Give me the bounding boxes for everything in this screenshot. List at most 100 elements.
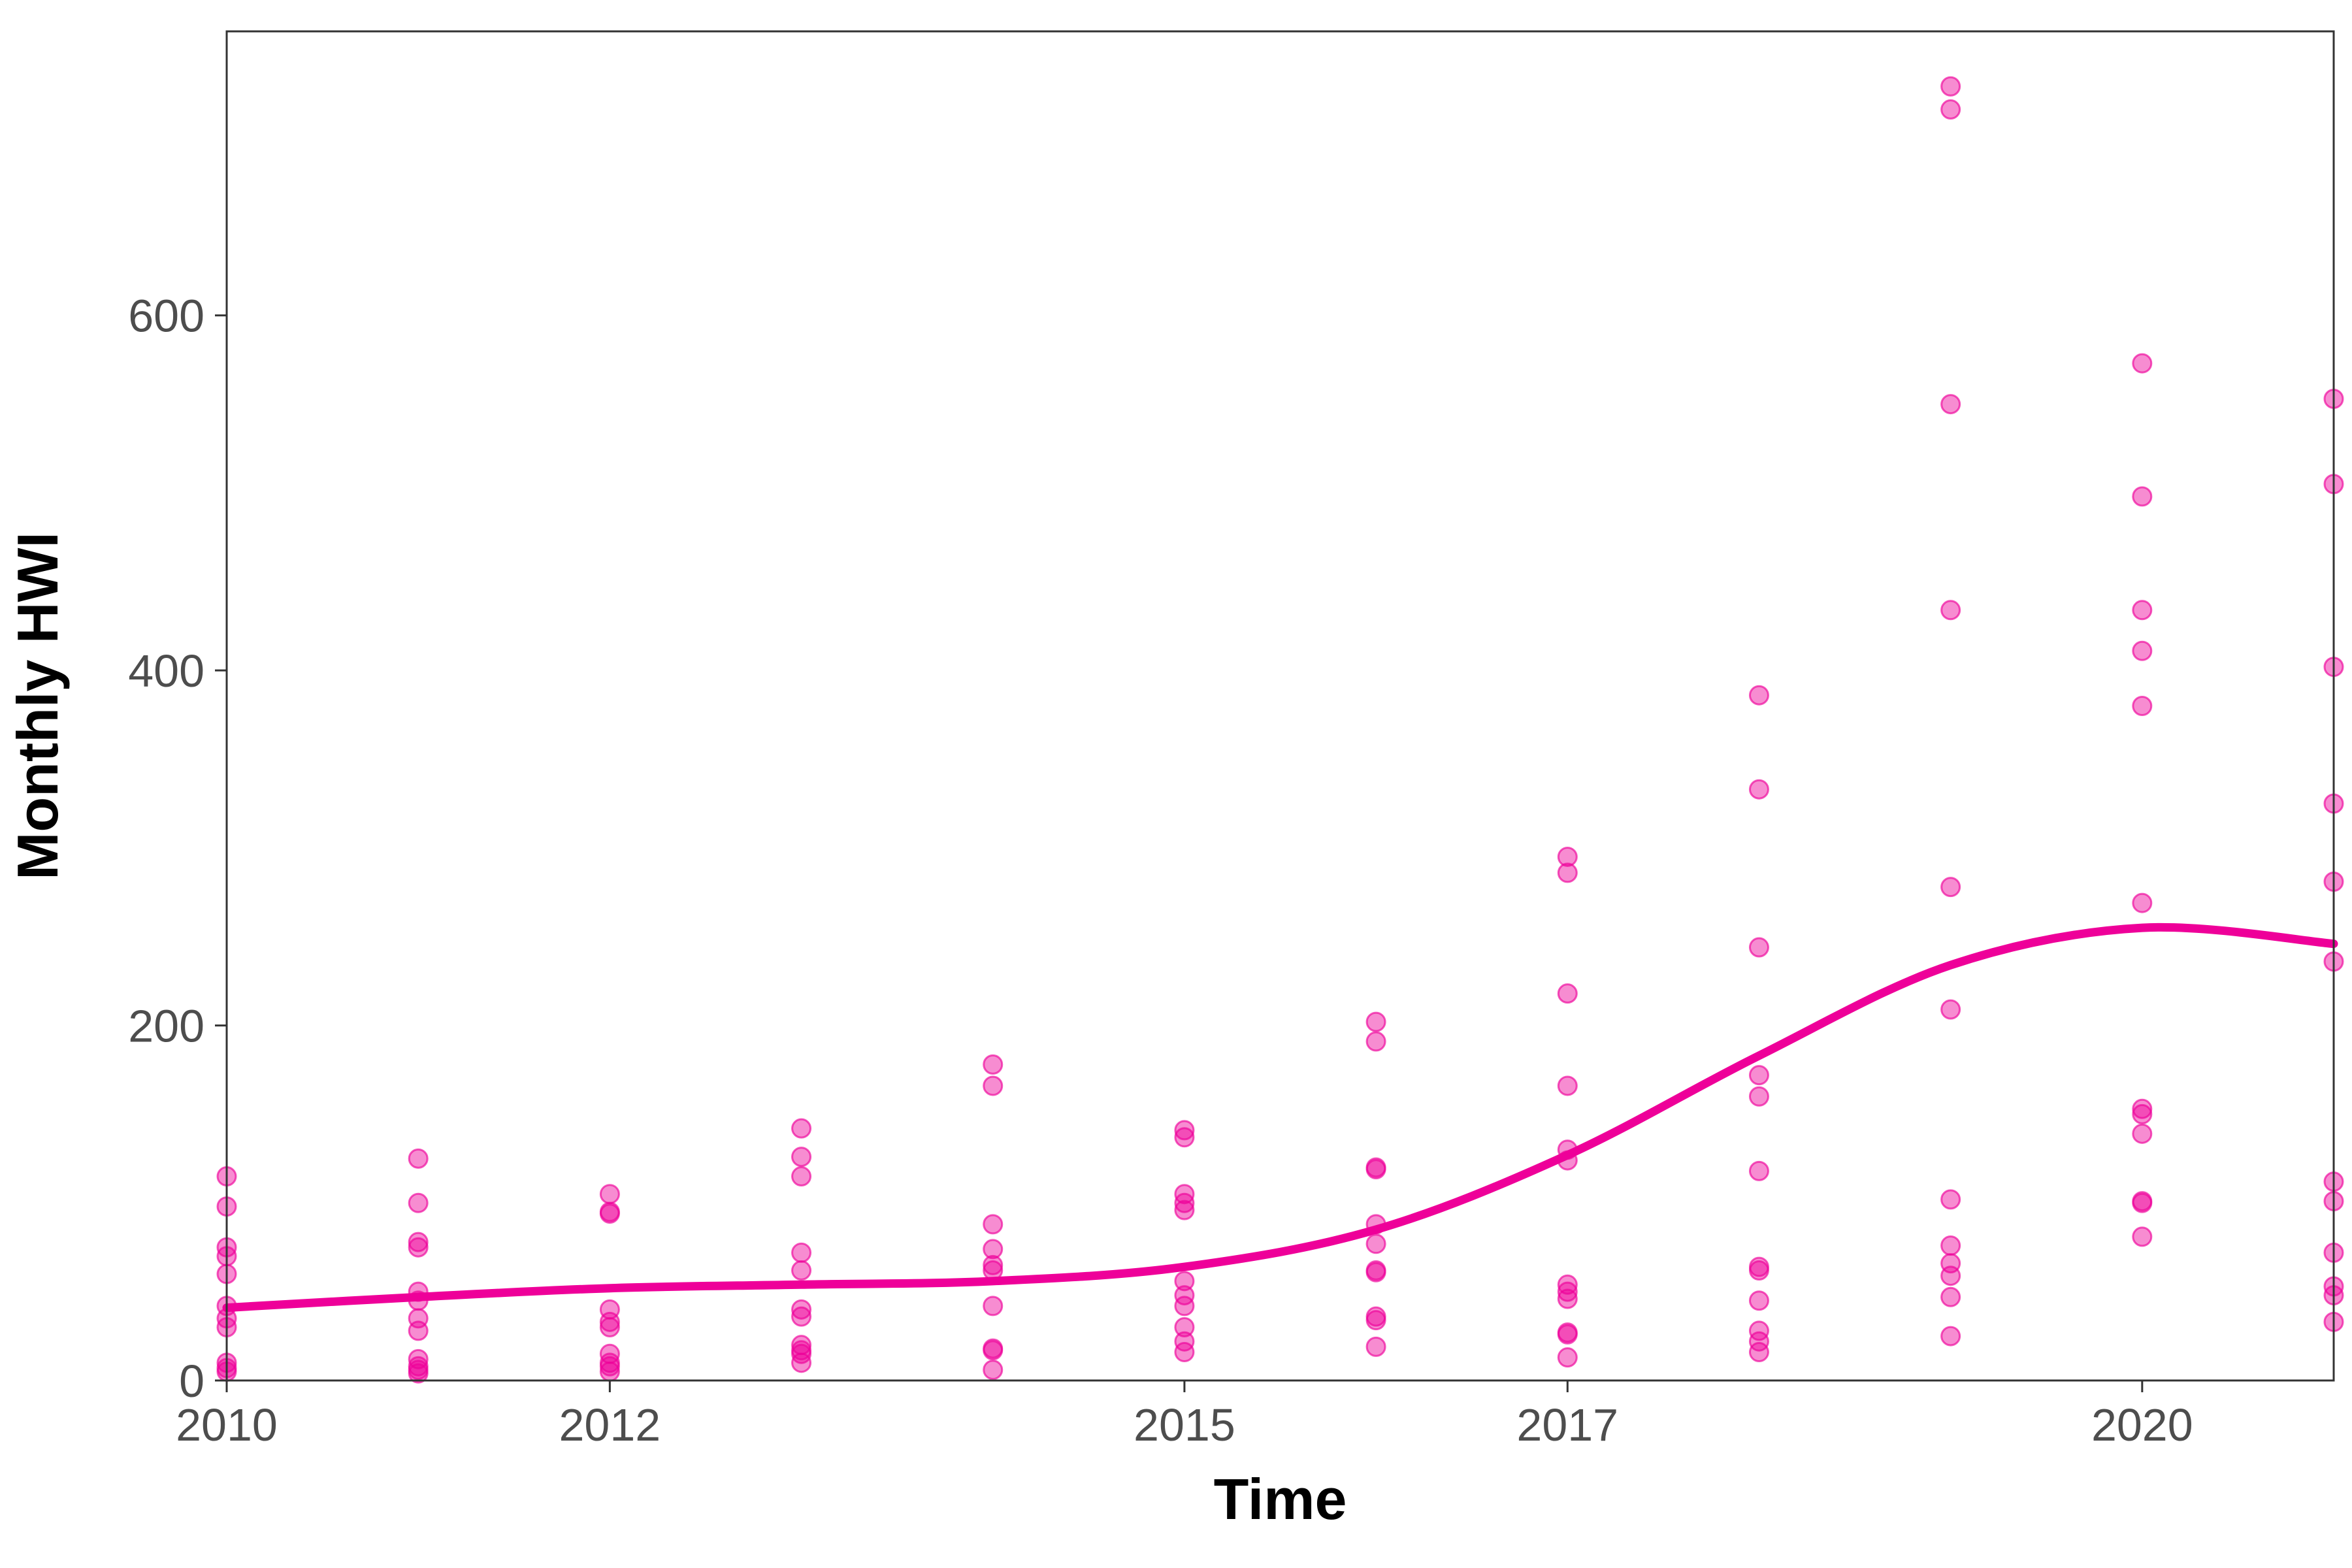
data-point-65 bbox=[1365, 1011, 1386, 1032]
trend-line-layer bbox=[222, 923, 2338, 1313]
data-point-101 bbox=[1940, 99, 1961, 120]
data-point-77 bbox=[1557, 862, 1578, 883]
data-point-13 bbox=[408, 1232, 429, 1252]
data-point-46 bbox=[983, 1214, 1004, 1235]
data-point-61 bbox=[1174, 1296, 1195, 1316]
data-point-52 bbox=[983, 1340, 1004, 1361]
data-point-82 bbox=[1557, 1274, 1578, 1295]
data-point-98 bbox=[1748, 1331, 1769, 1352]
data-point-106 bbox=[1940, 1189, 1961, 1210]
data-point-64 bbox=[1174, 1342, 1195, 1363]
data-point-89 bbox=[1748, 779, 1769, 800]
data-point-110 bbox=[1940, 1286, 1961, 1307]
data-point-78 bbox=[1557, 983, 1578, 1004]
data-point-11 bbox=[408, 1148, 429, 1169]
data-point-120 bbox=[2132, 1123, 2153, 1144]
x-tick-label-2012: 2012 bbox=[559, 1399, 661, 1450]
data-point-22 bbox=[408, 1363, 429, 1384]
smooth-trend-line bbox=[222, 923, 2338, 1313]
data-point-72 bbox=[1365, 1262, 1386, 1282]
data-point-103 bbox=[1940, 600, 1961, 621]
data-point-18 bbox=[408, 1320, 429, 1341]
data-point-25 bbox=[599, 1203, 620, 1224]
x-axis-title: Time bbox=[1214, 1467, 1347, 1531]
x-tick-label-2017: 2017 bbox=[1516, 1399, 1618, 1450]
data-point-96 bbox=[1748, 1290, 1769, 1311]
data-point-34 bbox=[791, 1147, 812, 1168]
data-point-114 bbox=[2132, 600, 2153, 621]
data-point-104 bbox=[1940, 877, 1961, 898]
data-point-90 bbox=[1748, 937, 1769, 958]
data-point-123 bbox=[2132, 1226, 2153, 1247]
data-point-59 bbox=[1174, 1271, 1195, 1292]
data-point-58 bbox=[1174, 1200, 1195, 1220]
data-point-37 bbox=[791, 1260, 812, 1281]
data-point-84 bbox=[1557, 1288, 1578, 1309]
data-point-47 bbox=[983, 1239, 1004, 1260]
data-point-57 bbox=[1174, 1192, 1195, 1213]
data-point-31 bbox=[599, 1356, 620, 1377]
data-point-111 bbox=[1940, 1326, 1961, 1347]
x-tick-label-2020: 2020 bbox=[2091, 1399, 2193, 1450]
data-point-87 bbox=[1557, 1347, 1578, 1368]
data-point-35 bbox=[791, 1166, 812, 1187]
data-point-23 bbox=[599, 1184, 620, 1205]
data-point-76 bbox=[1557, 846, 1578, 867]
data-point-54 bbox=[1174, 1120, 1195, 1141]
y-tick-label-200: 200 bbox=[128, 1001, 204, 1052]
data-point-38 bbox=[791, 1299, 812, 1320]
data-point-14 bbox=[408, 1237, 429, 1258]
data-point-83 bbox=[1557, 1281, 1578, 1302]
data-point-48 bbox=[983, 1254, 1004, 1275]
data-point-50 bbox=[983, 1296, 1004, 1316]
data-point-70 bbox=[1365, 1233, 1386, 1254]
y-tick-label-400: 400 bbox=[128, 645, 204, 696]
y-tick-label-600: 600 bbox=[128, 291, 204, 342]
data-point-112 bbox=[2132, 353, 2153, 374]
data-point-32 bbox=[599, 1361, 620, 1382]
axes-layer: 2010 2012 2015 2017 2020 0 200 400 600 bbox=[128, 291, 2193, 1450]
data-point-43 bbox=[791, 1352, 812, 1373]
data-point-75 bbox=[1365, 1336, 1386, 1357]
data-point-55 bbox=[1174, 1127, 1195, 1148]
data-point-68 bbox=[1365, 1159, 1386, 1180]
points-layer bbox=[216, 76, 2344, 1384]
data-point-119 bbox=[2132, 1103, 2153, 1124]
data-point-53 bbox=[983, 1360, 1004, 1380]
y-axis-title: Monthly HWI bbox=[5, 532, 70, 880]
data-point-63 bbox=[1174, 1331, 1195, 1352]
data-point-113 bbox=[2132, 486, 2153, 507]
data-point-36 bbox=[791, 1242, 812, 1263]
data-point-117 bbox=[2132, 892, 2153, 913]
data-point-93 bbox=[1748, 1160, 1769, 1181]
y-tick-label-0: 0 bbox=[179, 1356, 204, 1407]
data-point-107 bbox=[1940, 1235, 1961, 1256]
data-point-100 bbox=[1940, 76, 1961, 97]
data-point-91 bbox=[1748, 1065, 1769, 1086]
data-point-97 bbox=[1748, 1320, 1769, 1341]
data-point-28 bbox=[599, 1316, 620, 1337]
data-point-44 bbox=[983, 1054, 1004, 1075]
data-point-88 bbox=[1748, 685, 1769, 706]
data-point-99 bbox=[1748, 1342, 1769, 1363]
data-point-45 bbox=[983, 1075, 1004, 1096]
data-point-74 bbox=[1365, 1310, 1386, 1331]
data-point-122 bbox=[2132, 1192, 2153, 1213]
data-point-116 bbox=[2132, 696, 2153, 716]
data-point-95 bbox=[1748, 1260, 1769, 1281]
x-tick-label-2015: 2015 bbox=[1134, 1399, 1235, 1450]
data-point-27 bbox=[599, 1311, 620, 1332]
data-point-62 bbox=[1174, 1316, 1195, 1337]
data-point-102 bbox=[1940, 394, 1961, 415]
data-point-86 bbox=[1557, 1324, 1578, 1345]
data-point-33 bbox=[791, 1118, 812, 1139]
data-point-19 bbox=[408, 1348, 429, 1369]
data-point-115 bbox=[2132, 640, 2153, 661]
data-point-118 bbox=[2132, 1098, 2153, 1119]
data-point-39 bbox=[791, 1306, 812, 1327]
data-point-79 bbox=[1557, 1075, 1578, 1096]
data-point-66 bbox=[1365, 1031, 1386, 1052]
data-point-109 bbox=[1940, 1266, 1961, 1286]
data-point-105 bbox=[1940, 999, 1961, 1020]
